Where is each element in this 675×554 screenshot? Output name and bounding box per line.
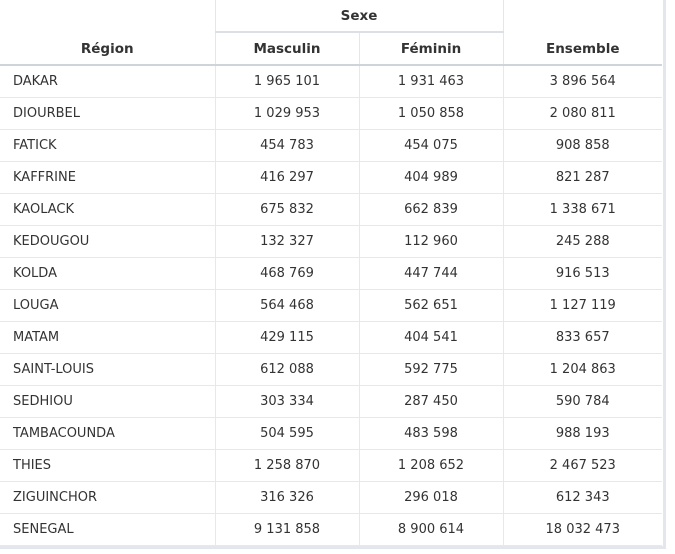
masculin-cell: 504 595 [215,417,360,450]
ensemble-cell: 1 204 863 [503,353,662,386]
population-table: Région Sexe Ensemble Masculin Féminin DA… [0,0,662,546]
feminin-cell: 1 050 858 [359,97,504,130]
table-row: DIOURBEL 1 029 953 1 050 858 2 080 811 [0,97,662,130]
masculin-cell: 612 088 [215,353,360,386]
header-sexe: Sexe [215,0,503,33]
header-region: Région [0,0,216,66]
table-row: SEDHIOU 303 334 287 450 590 784 [0,385,662,418]
table-row: THIES 1 258 870 1 208 652 2 467 523 [0,449,662,482]
feminin-cell: 8 900 614 [359,513,504,546]
header-feminin: Féminin [359,32,503,66]
region-cell: KOLDA [0,257,216,290]
table-row: KEDOUGOU 132 327 112 960 245 288 [0,225,662,258]
feminin-cell: 287 450 [359,385,504,418]
feminin-cell: 562 651 [359,289,504,322]
masculin-cell: 316 326 [215,481,360,514]
table-container: Région Sexe Ensemble Masculin Féminin DA… [0,0,666,549]
table-row: FATICK 454 783 454 075 908 858 [0,129,662,162]
header-ensemble: Ensemble [502,0,662,66]
masculin-cell: 9 131 858 [215,513,360,546]
feminin-cell: 662 839 [359,193,504,226]
masculin-cell: 1 965 101 [215,65,360,98]
ensemble-cell: 3 896 564 [503,65,662,98]
feminin-cell: 454 075 [359,129,504,162]
ensemble-cell: 2 080 811 [503,97,662,130]
ensemble-cell: 988 193 [503,417,662,450]
ensemble-cell: 916 513 [503,257,662,290]
ensemble-cell: 18 032 473 [503,513,662,546]
region-cell: ZIGUINCHOR [0,481,216,514]
ensemble-cell: 908 858 [503,129,662,162]
feminin-cell: 592 775 [359,353,504,386]
table-row: DAKAR 1 965 101 1 931 463 3 896 564 [0,65,662,98]
table-row: ZIGUINCHOR 316 326 296 018 612 343 [0,481,662,514]
masculin-cell: 303 334 [215,385,360,418]
region-cell: SENEGAL [0,513,216,546]
feminin-cell: 404 541 [359,321,504,354]
masculin-cell: 1 258 870 [215,449,360,482]
ensemble-cell: 2 467 523 [503,449,662,482]
region-cell: DIOURBEL [0,97,216,130]
region-cell: KAOLACK [0,193,216,226]
region-cell: FATICK [0,129,216,162]
ensemble-cell: 1 338 671 [503,193,662,226]
region-cell: TAMBACOUNDA [0,417,216,450]
table-row: SENEGAL 9 131 858 8 900 614 18 032 473 [0,513,662,546]
table-row: LOUGA 564 468 562 651 1 127 119 [0,289,662,322]
feminin-cell: 112 960 [359,225,504,258]
ensemble-cell: 833 657 [503,321,662,354]
region-cell: DAKAR [0,65,216,98]
masculin-cell: 1 029 953 [215,97,360,130]
table-row: TAMBACOUNDA 504 595 483 598 988 193 [0,417,662,450]
region-cell: SAINT-LOUIS [0,353,216,386]
feminin-cell: 296 018 [359,481,504,514]
feminin-cell: 447 744 [359,257,504,290]
table-row: KAOLACK 675 832 662 839 1 338 671 [0,193,662,226]
masculin-cell: 429 115 [215,321,360,354]
masculin-cell: 132 327 [215,225,360,258]
ensemble-cell: 245 288 [503,225,662,258]
table-row: MATAM 429 115 404 541 833 657 [0,321,662,354]
feminin-cell: 1 931 463 [359,65,504,98]
masculin-cell: 564 468 [215,289,360,322]
region-cell: SEDHIOU [0,385,216,418]
table-row: SAINT-LOUIS 612 088 592 775 1 204 863 [0,353,662,386]
ensemble-cell: 1 127 119 [503,289,662,322]
region-cell: MATAM [0,321,216,354]
ensemble-cell: 612 343 [503,481,662,514]
ensemble-cell: 821 287 [503,161,662,194]
region-cell: KAFFRINE [0,161,216,194]
region-cell: KEDOUGOU [0,225,216,258]
ensemble-cell: 590 784 [503,385,662,418]
masculin-cell: 675 832 [215,193,360,226]
feminin-cell: 483 598 [359,417,504,450]
table-body: DAKAR 1 965 101 1 931 463 3 896 564 DIOURBEL… [0,65,662,546]
table-row: KAFFRINE 416 297 404 989 821 287 [0,161,662,194]
region-cell: THIES [0,449,216,482]
masculin-cell: 416 297 [215,161,360,194]
table-header: Région Sexe Ensemble Masculin Féminin [0,0,662,66]
masculin-cell: 468 769 [215,257,360,290]
feminin-cell: 404 989 [359,161,504,194]
header-masculin: Masculin [215,32,360,66]
feminin-cell: 1 208 652 [359,449,504,482]
table-row: KOLDA 468 769 447 744 916 513 [0,257,662,290]
region-cell: LOUGA [0,289,216,322]
masculin-cell: 454 783 [215,129,360,162]
